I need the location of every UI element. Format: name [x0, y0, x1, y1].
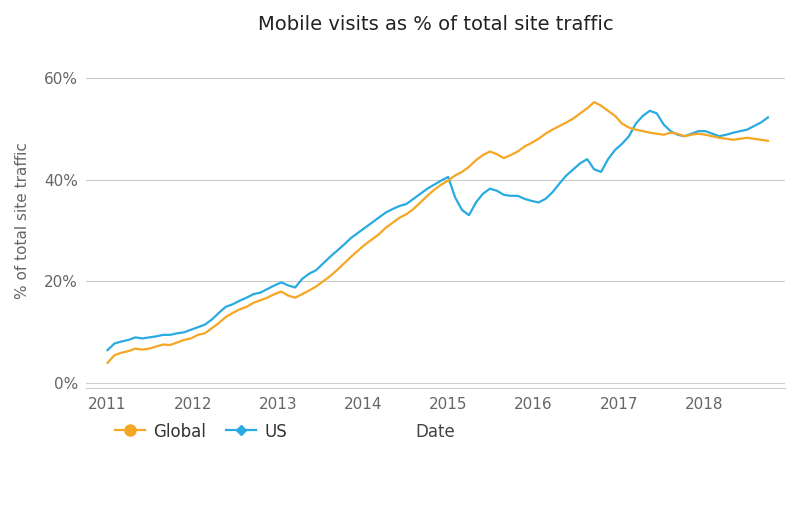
Legend: Global, US: Global, US	[109, 416, 294, 447]
Y-axis label: % of total site traffic: % of total site traffic	[15, 142, 30, 299]
Title: Mobile visits as % of total site traffic: Mobile visits as % of total site traffic	[258, 15, 614, 34]
X-axis label: Date: Date	[416, 423, 455, 441]
